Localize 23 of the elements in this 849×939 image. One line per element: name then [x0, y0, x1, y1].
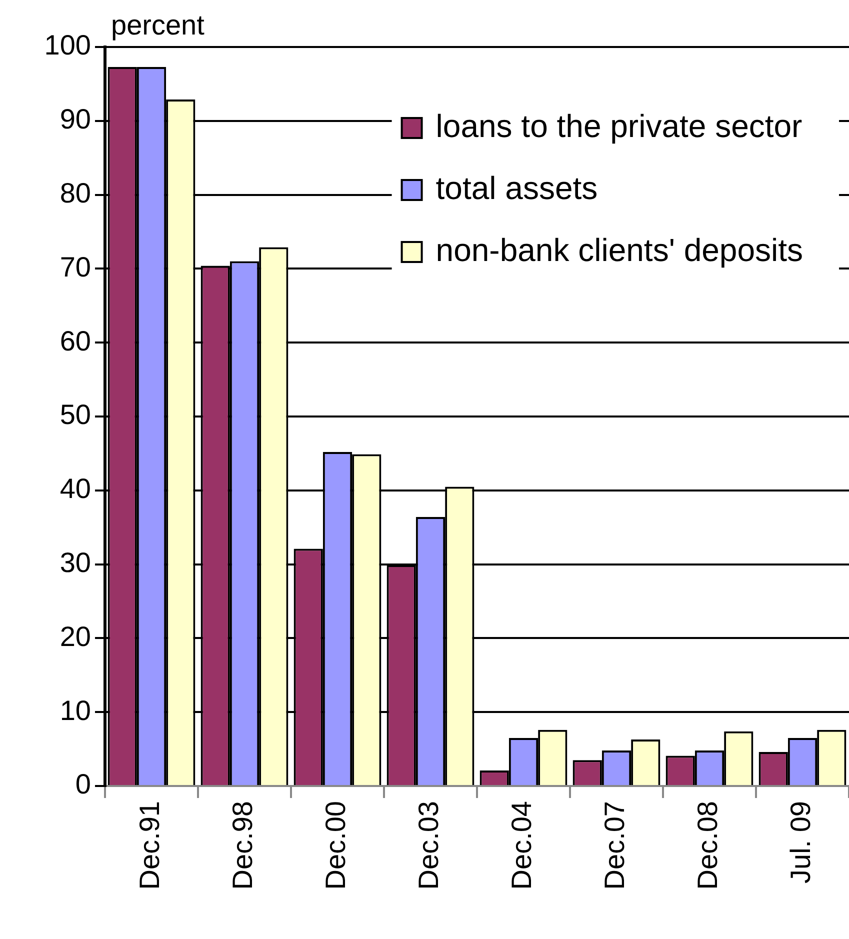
y-axis-title: percent: [111, 10, 205, 41]
x-tick-label: Dec.98: [227, 801, 258, 890]
x-tick-label: Dec.08: [692, 801, 724, 890]
legend-label: non-bank clients' deposits: [436, 232, 803, 268]
x-tick-label: Dec.07: [599, 801, 630, 890]
legend-label: loans to the private sector: [436, 108, 803, 144]
x-tick-label: Dec.91: [134, 801, 166, 890]
y-tick-label: 10: [60, 694, 91, 726]
y-tick-label: 0: [75, 768, 91, 800]
y-tick-label: 50: [60, 399, 91, 430]
y-tick-label: 80: [60, 178, 91, 209]
y-tick-label: 30: [60, 547, 91, 578]
y-tick-label: 70: [60, 251, 91, 282]
y-tick-label: 100: [44, 30, 91, 61]
legend-label: total assets: [436, 170, 598, 206]
y-tick-label: 40: [60, 473, 91, 504]
x-tick-label: Jul. 09: [785, 801, 816, 884]
x-tick-label: Dec.03: [413, 801, 444, 890]
x-tick-label: Dec.00: [320, 801, 352, 890]
y-tick-label: 60: [60, 325, 91, 356]
y-tick-label: 20: [60, 620, 91, 652]
x-tick-label: Dec.04: [506, 801, 538, 890]
y-tick-label: 90: [60, 104, 91, 135]
